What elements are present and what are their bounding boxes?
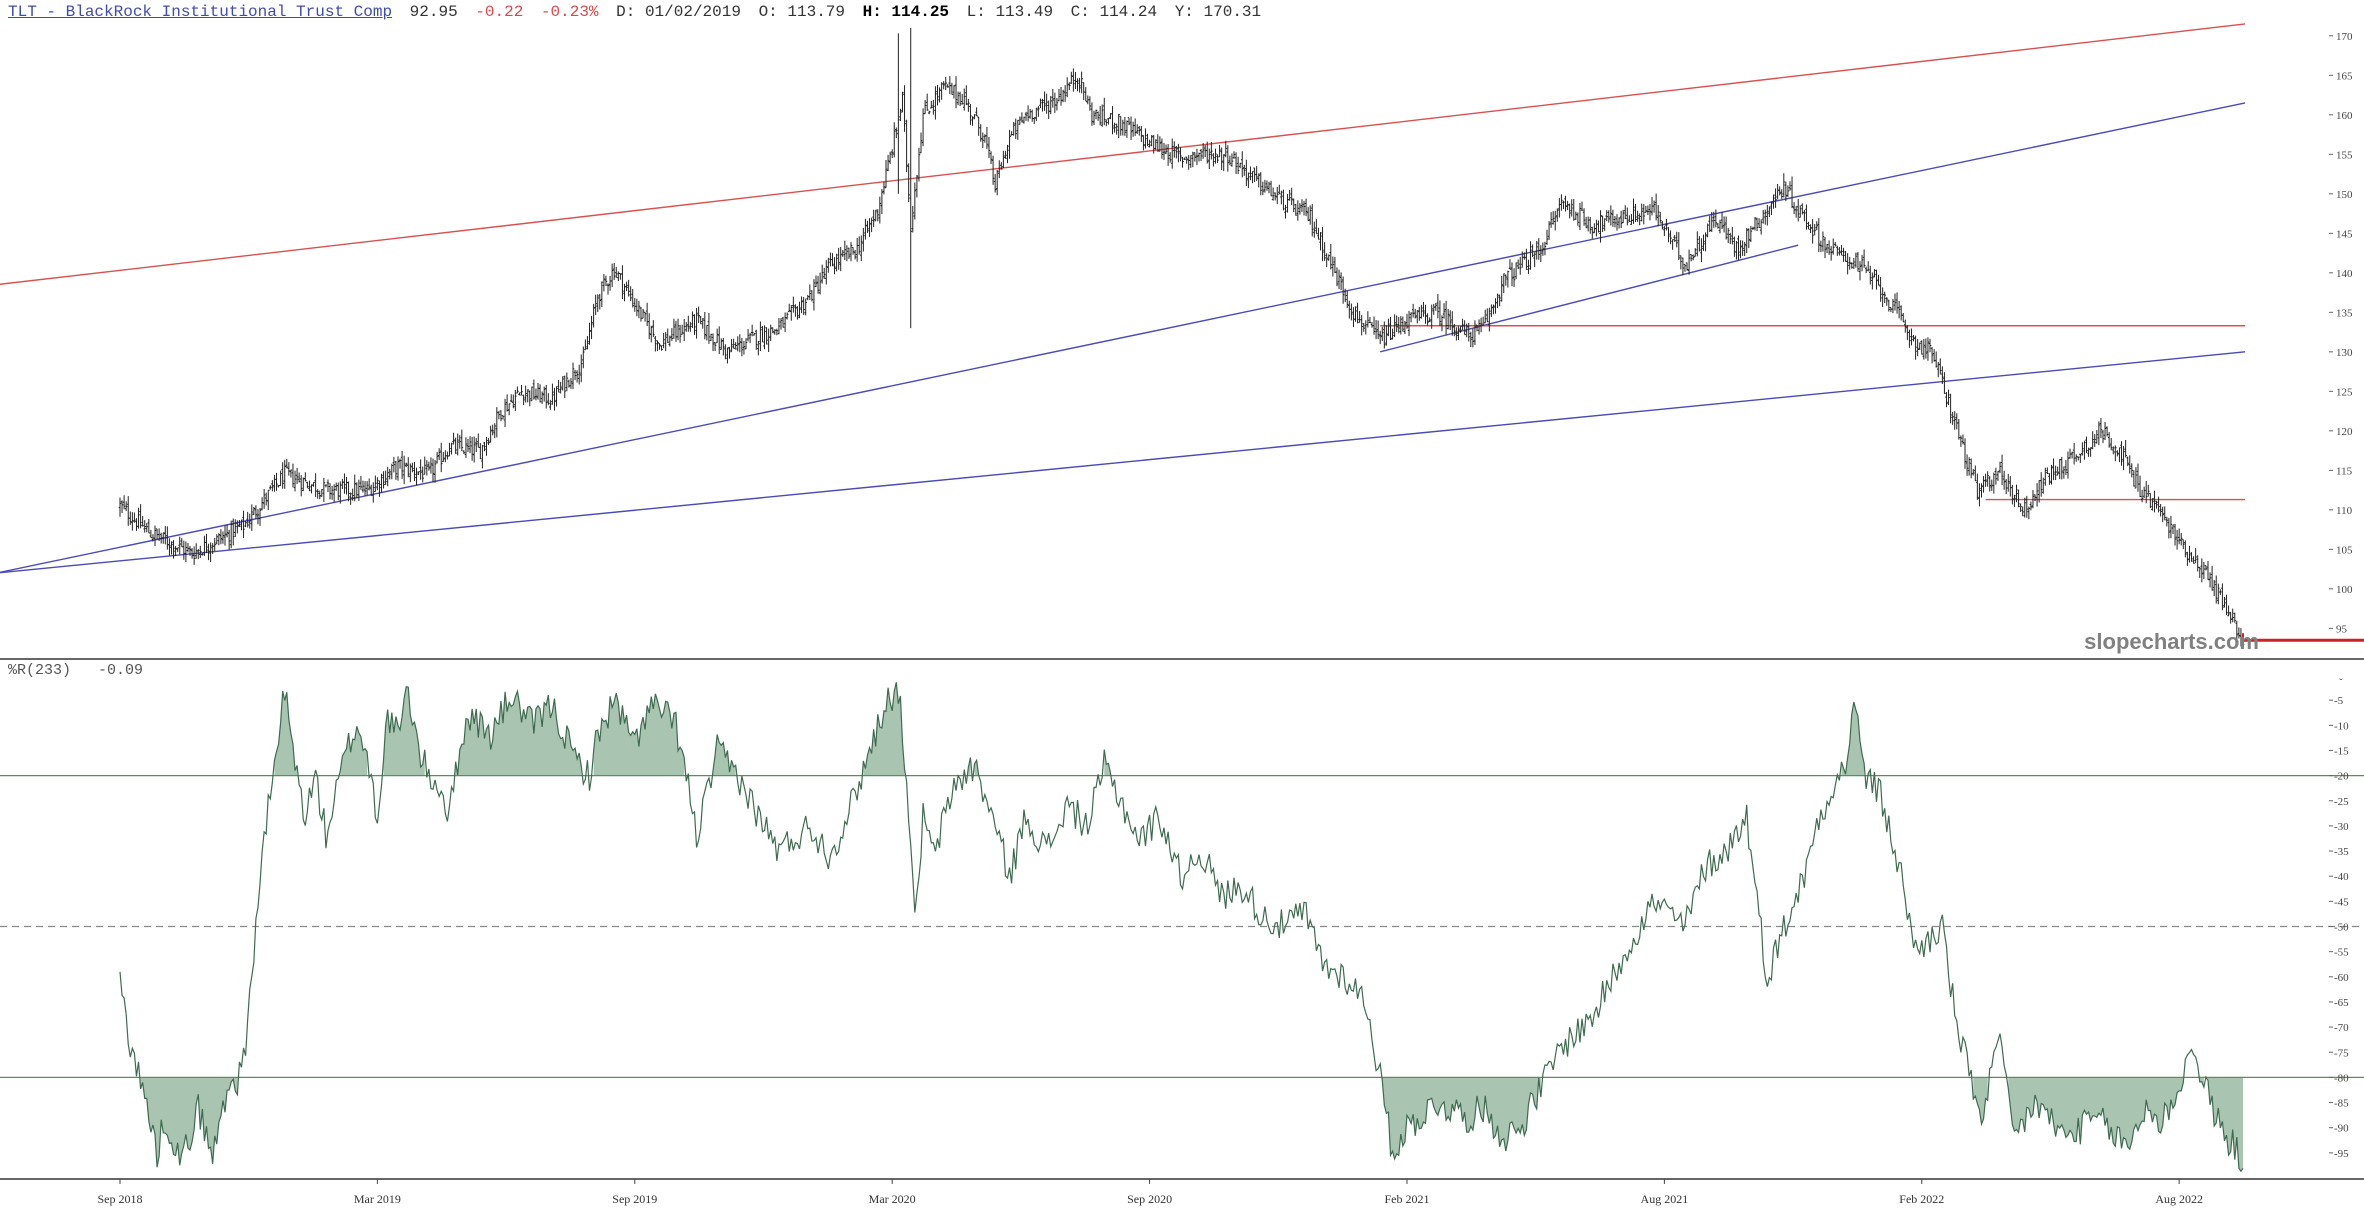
price-tick-label: 160 — [2336, 110, 2353, 122]
date-tick-label: Aug 2022 — [2155, 1192, 2203, 1206]
price-tick-label: 150 — [2336, 189, 2353, 201]
price-header: TLT - BlackRock Institutional Trust Comp… — [8, 3, 1261, 21]
indicator-tick-label: -70 — [2334, 1022, 2349, 1034]
bar-date: D: 01/02/2019 — [616, 3, 741, 21]
indicator-tick-label: -55 — [2334, 947, 2349, 959]
indicator-tick-label: -35 — [2334, 846, 2349, 858]
date-tick-label: Sep 2019 — [612, 1192, 657, 1206]
year-high-value: Y: 170.31 — [1174, 3, 1262, 21]
indicator-tick-label: -85 — [2334, 1098, 2349, 1110]
indicator-value: -0.09 — [98, 662, 144, 679]
williams-r-line — [119, 682, 2244, 1173]
price-tick-label: 125 — [2336, 386, 2353, 398]
date-tick-label: Sep 2020 — [1127, 1192, 1172, 1206]
indicator-tick-label: -20 — [2334, 771, 2349, 783]
indicator-tick-label: -30 — [2334, 821, 2349, 833]
price-tick-label: 105 — [2336, 544, 2353, 556]
trendlines-group — [0, 23, 2246, 574]
open-value: O: 113.79 — [758, 3, 845, 21]
indicator-tick-label: -40 — [2334, 871, 2349, 883]
price-change: -0.22 — [475, 3, 524, 21]
symbol-title-link[interactable]: TLT - BlackRock Institutional Trust Comp — [8, 3, 393, 21]
indicator-axis-caret: ˇ — [2339, 677, 2343, 689]
last-price: 92.95 — [409, 3, 458, 21]
overbought-fill — [274, 682, 1875, 776]
indicator-tick-label: -10 — [2334, 720, 2349, 732]
price-tick-label: 115 — [2336, 465, 2353, 477]
price-bars — [118, 27, 2245, 647]
watermark: slopecharts.com — [2084, 629, 2259, 654]
date-tick-label: Sep 2018 — [98, 1192, 143, 1206]
high-label: H: — [862, 3, 882, 21]
price-tick-label: 95 — [2336, 623, 2348, 635]
trendline-red-0 — [0, 23, 2246, 285]
price-tick-label: 120 — [2336, 426, 2353, 438]
indicator-group — [0, 682, 2364, 1173]
price-tick-label: 100 — [2336, 584, 2353, 596]
indicator-tick-label: -95 — [2334, 1148, 2349, 1160]
price-axis: 95 100 105 110 115 120 125 130 135 140 145 150 155 16… — [2329, 31, 2353, 635]
price-tick-label: 130 — [2336, 347, 2353, 359]
date-tick-label: Feb 2022 — [1899, 1192, 1944, 1206]
indicator-tick-label: -15 — [2334, 745, 2349, 757]
date-tick-label: Mar 2019 — [354, 1192, 401, 1206]
indicator-axis: ˇ -5 -10 -15 -20 -25 -30 -35 -40 -45 -50 -55 -60 -65 -… — [2329, 677, 2349, 1160]
price-change-percent: -0.23% — [540, 3, 599, 21]
price-bars-group — [118, 27, 2245, 647]
indicator-name: %R(233) — [8, 662, 72, 679]
oversold-fill — [140, 1077, 2243, 1172]
trendline-blue-2 — [0, 351, 2246, 574]
close-value: C: 114.24 — [1070, 3, 1158, 21]
high-value: 114.25 — [891, 3, 950, 21]
trendline-blue-1 — [0, 102, 2246, 574]
date-tick-label: Aug 2021 — [1641, 1192, 1689, 1206]
indicator-tick-label: -50 — [2334, 922, 2349, 934]
trendline-blue-3 — [1380, 244, 1799, 353]
indicator-tick-label: -80 — [2334, 1072, 2349, 1084]
price-tick-label: 135 — [2336, 307, 2353, 319]
indicator-label: %R(233) -0.09 — [8, 662, 143, 679]
indicator-tick-label: -90 — [2334, 1123, 2349, 1135]
indicator-tick-label: -60 — [2334, 972, 2349, 984]
price-tick-label: 170 — [2336, 31, 2353, 43]
price-tick-label: 140 — [2336, 268, 2353, 280]
indicator-tick-label: -45 — [2334, 896, 2349, 908]
price-tick-label: 165 — [2336, 70, 2353, 82]
date-tick-label: Mar 2020 — [869, 1192, 916, 1206]
price-tick-label: 110 — [2336, 505, 2353, 517]
indicator-tick-label: -75 — [2334, 1047, 2349, 1059]
low-value: L: 113.49 — [966, 3, 1054, 21]
indicator-tick-label: -5 — [2334, 695, 2344, 707]
price-tick-label: 155 — [2336, 149, 2353, 161]
price-tick-label: 145 — [2336, 228, 2353, 240]
indicator-tick-label: -25 — [2334, 796, 2349, 808]
date-axis: Sep 2018 Mar 2019 Sep 2019 Mar 2020 Sep 2020… — [98, 1179, 2203, 1206]
indicator-tick-label: -65 — [2334, 997, 2349, 1009]
date-tick-label: Feb 2021 — [1384, 1192, 1429, 1206]
